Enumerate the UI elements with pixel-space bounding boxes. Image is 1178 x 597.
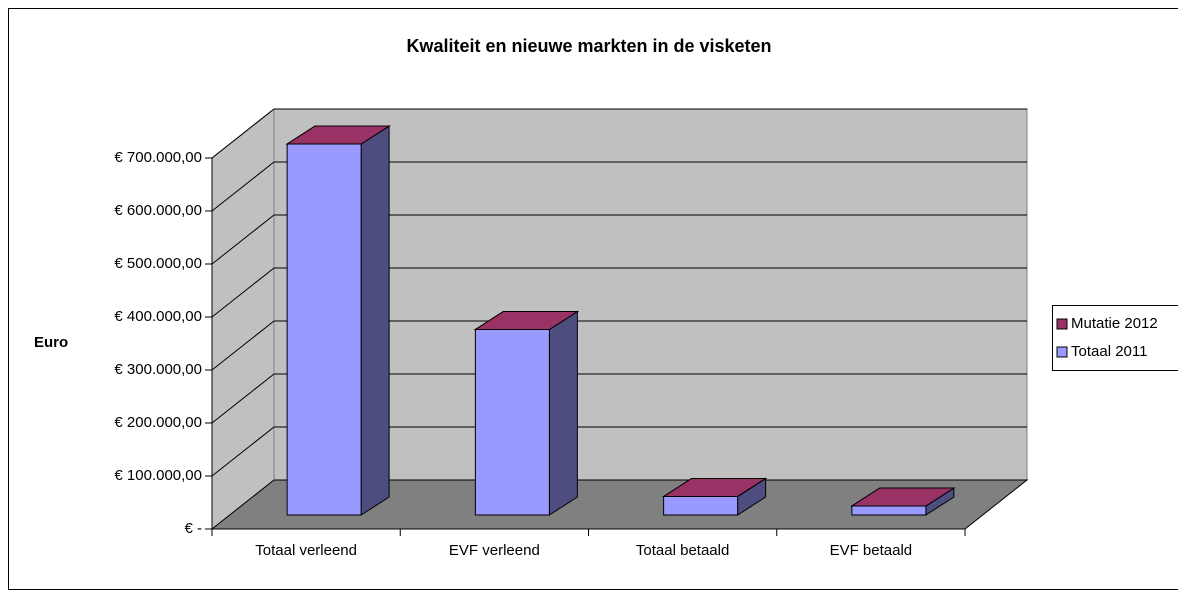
y-tick-label: € 700.000,00 — [114, 149, 202, 166]
bar-side — [360, 125, 390, 516]
bar-top — [285, 125, 391, 145]
y-axis-title: Euro — [34, 334, 68, 351]
left-wall — [211, 107, 275, 531]
grid-line — [211, 214, 275, 265]
y-tick-label: € 400.000,00 — [114, 308, 202, 325]
x-tick-label: Totaal verleend — [255, 542, 357, 559]
grid-line — [211, 320, 275, 371]
bar-top — [850, 487, 956, 507]
legend-label: Totaal 2011 — [1071, 343, 1147, 360]
legend-swatch — [1056, 346, 1068, 358]
legend-swatch — [1056, 318, 1068, 330]
bar — [663, 495, 739, 516]
legend-label: Mutatie 2012 — [1071, 315, 1158, 332]
x-tick-label: EVF verleend — [449, 542, 540, 559]
x-tick-label: Totaal betaald — [636, 542, 729, 559]
bar-top — [473, 311, 580, 330]
y-tick-label: € 100.000,00 — [114, 467, 202, 484]
x-tick-label: EVF betaald — [830, 542, 913, 559]
bar — [286, 143, 362, 516]
y-tick-label: € 200.000,00 — [114, 414, 202, 431]
bar — [851, 505, 927, 516]
bar-side — [548, 310, 578, 516]
y-tick-label: € 300.000,00 — [114, 361, 202, 378]
grid-line — [211, 161, 275, 212]
y-tick-label: € - — [184, 520, 202, 537]
grid-line — [211, 373, 275, 424]
y-tick-label: € 500.000,00 — [114, 255, 202, 272]
chart-title: Kwaliteit en nieuwe markten in de visket… — [406, 36, 771, 56]
grid-line — [211, 426, 275, 477]
bar-top — [661, 477, 768, 497]
grid-line — [211, 267, 275, 318]
bar — [474, 329, 550, 516]
y-tick-label: € 600.000,00 — [114, 202, 202, 219]
legend-box — [1052, 305, 1178, 371]
grid-line — [211, 108, 275, 159]
